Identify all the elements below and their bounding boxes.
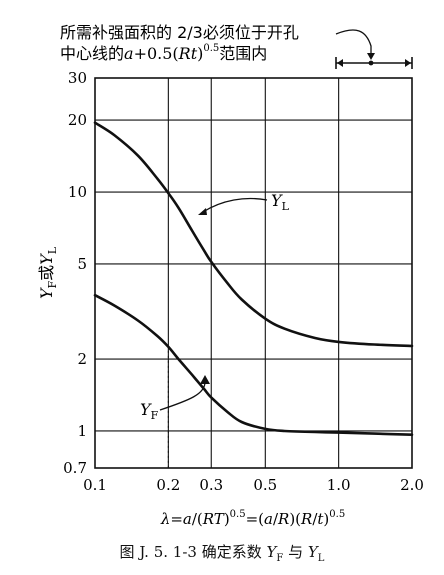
y-tick-label: 0.7	[63, 459, 87, 477]
caption-mid: 与	[283, 543, 308, 561]
x-tick-labels: 0.1 0.2 0.3 0.5 1.0 2.0	[83, 476, 424, 494]
x-tick-label: 0.2	[156, 476, 180, 494]
y-tick-label: 1	[77, 422, 87, 440]
figure-caption: 图 J. 5. 1-3 确定系数 YF 与 YL	[0, 541, 444, 564]
yf-leader-line	[159, 381, 206, 411]
series-group	[93, 121, 414, 436]
x-tick-label: 2.0	[400, 476, 424, 494]
yl-label: YL	[271, 191, 290, 213]
note-rt: Rt	[178, 44, 198, 63]
yl-leader-line	[202, 197, 268, 213]
caption-s1: F	[276, 553, 284, 564]
y-tick-label: 2	[77, 350, 87, 368]
caption-s2: L	[317, 553, 325, 564]
y-tick-label: 30	[68, 69, 87, 87]
x-tick-label: 1.0	[327, 476, 351, 494]
note-connector	[335, 29, 372, 56]
grid	[95, 78, 412, 468]
note-sup: 0.5	[203, 43, 219, 54]
series-line-yf	[93, 293, 414, 436]
note-prefix: 中心线的	[60, 44, 124, 63]
caption-y1: Y	[266, 543, 277, 561]
y-axis-label: YF或YL	[37, 246, 59, 299]
note-connector-arrowhead	[367, 53, 375, 60]
note-close: )	[197, 44, 203, 63]
x-tick-label: 0.1	[83, 476, 107, 494]
plot-frame	[94, 77, 413, 469]
caption-prefix: 图 J. 5. 1-3 确定系数	[119, 543, 267, 561]
y-tick-label: 10	[68, 183, 87, 201]
note-line-1: 所需补强面积的 2/3必须位于开孔	[60, 23, 299, 42]
yf-label: YF	[140, 400, 159, 422]
yf-leader-arrowhead	[200, 375, 210, 384]
width-marker	[335, 57, 413, 69]
y-tick-label: 5	[77, 255, 87, 273]
x-axis-label: λ=a/(RT)0.5=(a/R)(R/t)0.5	[160, 509, 345, 528]
note-suffix: 范围内	[219, 44, 267, 63]
series-line-yl	[93, 121, 414, 348]
note-line-2: 中心线的a+0.5(Rt)0.5范围内	[60, 43, 267, 63]
caption-y2: Y	[307, 543, 318, 561]
note-mid: +0.5(	[134, 44, 179, 63]
y-tick-label: 20	[68, 111, 87, 129]
note-a: a	[124, 44, 134, 63]
y-tick-labels: 0.7 1 2 5 10 20 30	[63, 69, 87, 477]
yl-leader-arrowhead	[198, 208, 207, 215]
x-tick-label: 0.3	[199, 476, 223, 494]
x-tick-label: 0.5	[253, 476, 277, 494]
